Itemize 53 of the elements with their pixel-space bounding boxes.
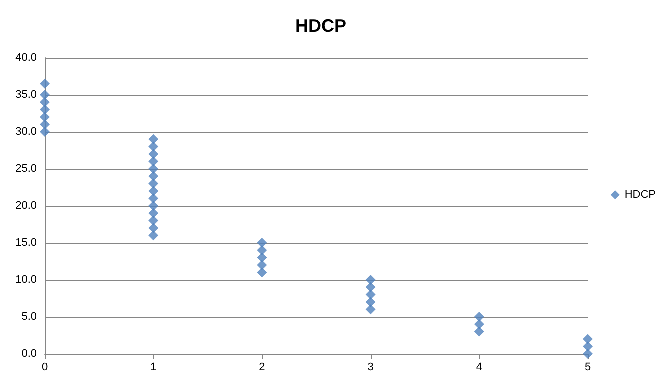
y-tick-label: 30.0 (16, 126, 37, 138)
point (148, 201, 159, 211)
point (148, 223, 159, 234)
point (257, 268, 268, 278)
y-tick-label: 0.0 (22, 348, 37, 360)
point (366, 275, 376, 285)
chart-title: HDCP (295, 16, 347, 36)
y-tick-label: 35.0 (16, 89, 37, 101)
point (148, 134, 159, 144)
point (366, 304, 376, 315)
point (40, 112, 50, 122)
point (257, 238, 268, 248)
point (366, 290, 376, 300)
point (40, 97, 50, 108)
x-tick-label: 1 (150, 362, 157, 374)
y-tick-label: 25.0 (16, 163, 37, 175)
point (148, 142, 159, 152)
point (583, 334, 593, 344)
y-tick-label: 40.0 (16, 52, 37, 64)
point (474, 312, 484, 322)
point (148, 149, 159, 160)
point (474, 326, 484, 337)
point (148, 156, 159, 167)
point (583, 342, 593, 352)
point (366, 282, 376, 292)
point (148, 208, 159, 218)
point (257, 245, 268, 256)
point (40, 78, 50, 89)
point (366, 297, 376, 308)
point (40, 104, 50, 115)
point (257, 252, 268, 263)
y-tick-label: 20.0 (16, 200, 37, 212)
x-tick-label: 2 (259, 362, 266, 374)
point (40, 120, 50, 130)
legend-label: HDCP (624, 189, 656, 201)
x-tick-label: 5 (584, 362, 592, 374)
x-tick-label: 3 (368, 362, 374, 374)
point (474, 319, 484, 330)
point (148, 194, 159, 204)
point (148, 186, 159, 196)
point (40, 127, 50, 137)
x-tick-label: 4 (476, 362, 482, 374)
x-tick-label: 0 (42, 362, 48, 374)
point (257, 260, 268, 270)
point (148, 230, 159, 241)
point (148, 164, 159, 174)
y-tick-label: 15.0 (16, 237, 37, 249)
point (148, 216, 159, 226)
point (40, 90, 50, 100)
y-tick-label: 10.0 (16, 274, 37, 286)
point (148, 178, 159, 189)
point (148, 171, 159, 182)
y-tick-label: 5.0 (22, 311, 37, 323)
